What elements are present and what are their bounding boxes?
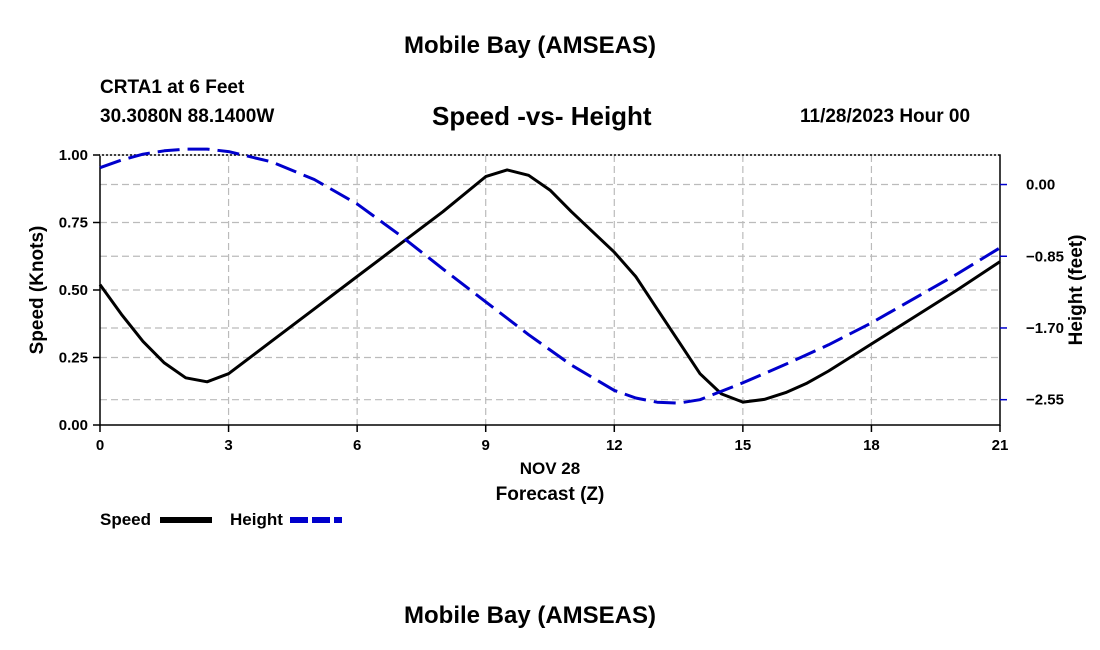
y-right-tick-label: −0.85: [1026, 248, 1064, 265]
y-right-axis-label: Height (feet): [1066, 235, 1087, 346]
station-coords: 30.3080N 88.1400W: [100, 106, 275, 127]
grid: [100, 155, 1000, 425]
x-tick-label: 6: [353, 437, 361, 454]
speed-height-chart: 0 3 6 9 12 15 18 21 0.00 0.25 0.50 0.75 1.00 0.00 −0.8…: [27, 147, 1087, 529]
x-tick-label: 15: [735, 437, 752, 454]
y-right-tick-label: −1.70: [1026, 320, 1064, 337]
x-tick-label: 9: [482, 437, 490, 454]
speed-series-line: [98, 168, 1001, 404]
y-right-tick-label: 0.00: [1026, 177, 1055, 194]
legend-speed-label: Speed: [100, 510, 151, 529]
x-axis-label: Forecast (Z): [496, 484, 605, 505]
legend-height-label: Height: [230, 510, 283, 529]
header-title: Mobile Bay (AMSEAS): [404, 32, 657, 59]
y-left-tick-label: 0.00: [59, 417, 88, 434]
forecast-date: 11/28/2023 Hour 00: [800, 106, 971, 127]
ticks: 0 3 6 9 12 15 18 21 0.00 0.25 0.50 0.75 1.00 0.00 −0.8…: [59, 147, 1064, 454]
y-left-tick-label: 0.75: [59, 215, 88, 232]
series-layer: [98, 147, 1001, 405]
x-tick-label: 3: [224, 437, 232, 454]
x-tick-label: 12: [606, 437, 623, 454]
y-left-tick-label: 1.00: [59, 147, 88, 164]
x-date-label: NOV 28: [520, 459, 580, 478]
x-tick-label: 0: [96, 437, 104, 454]
footer-title: Mobile Bay (AMSEAS): [404, 602, 657, 629]
y-left-tick-label: 0.25: [59, 350, 88, 367]
legend: Speed Height: [100, 510, 342, 529]
x-tick-label: 18: [863, 437, 880, 454]
y-right-tick-label: −2.55: [1026, 392, 1064, 409]
chart-title: Speed -vs- Height: [432, 101, 652, 131]
x-tick-label: 21: [992, 437, 1009, 454]
height-series-line: [99, 147, 1001, 405]
station-name: CRTA1 at 6 Feet: [100, 77, 245, 98]
y-left-tick-label: 0.50: [59, 282, 88, 299]
y-left-axis-label: Speed (Knots): [27, 226, 48, 355]
